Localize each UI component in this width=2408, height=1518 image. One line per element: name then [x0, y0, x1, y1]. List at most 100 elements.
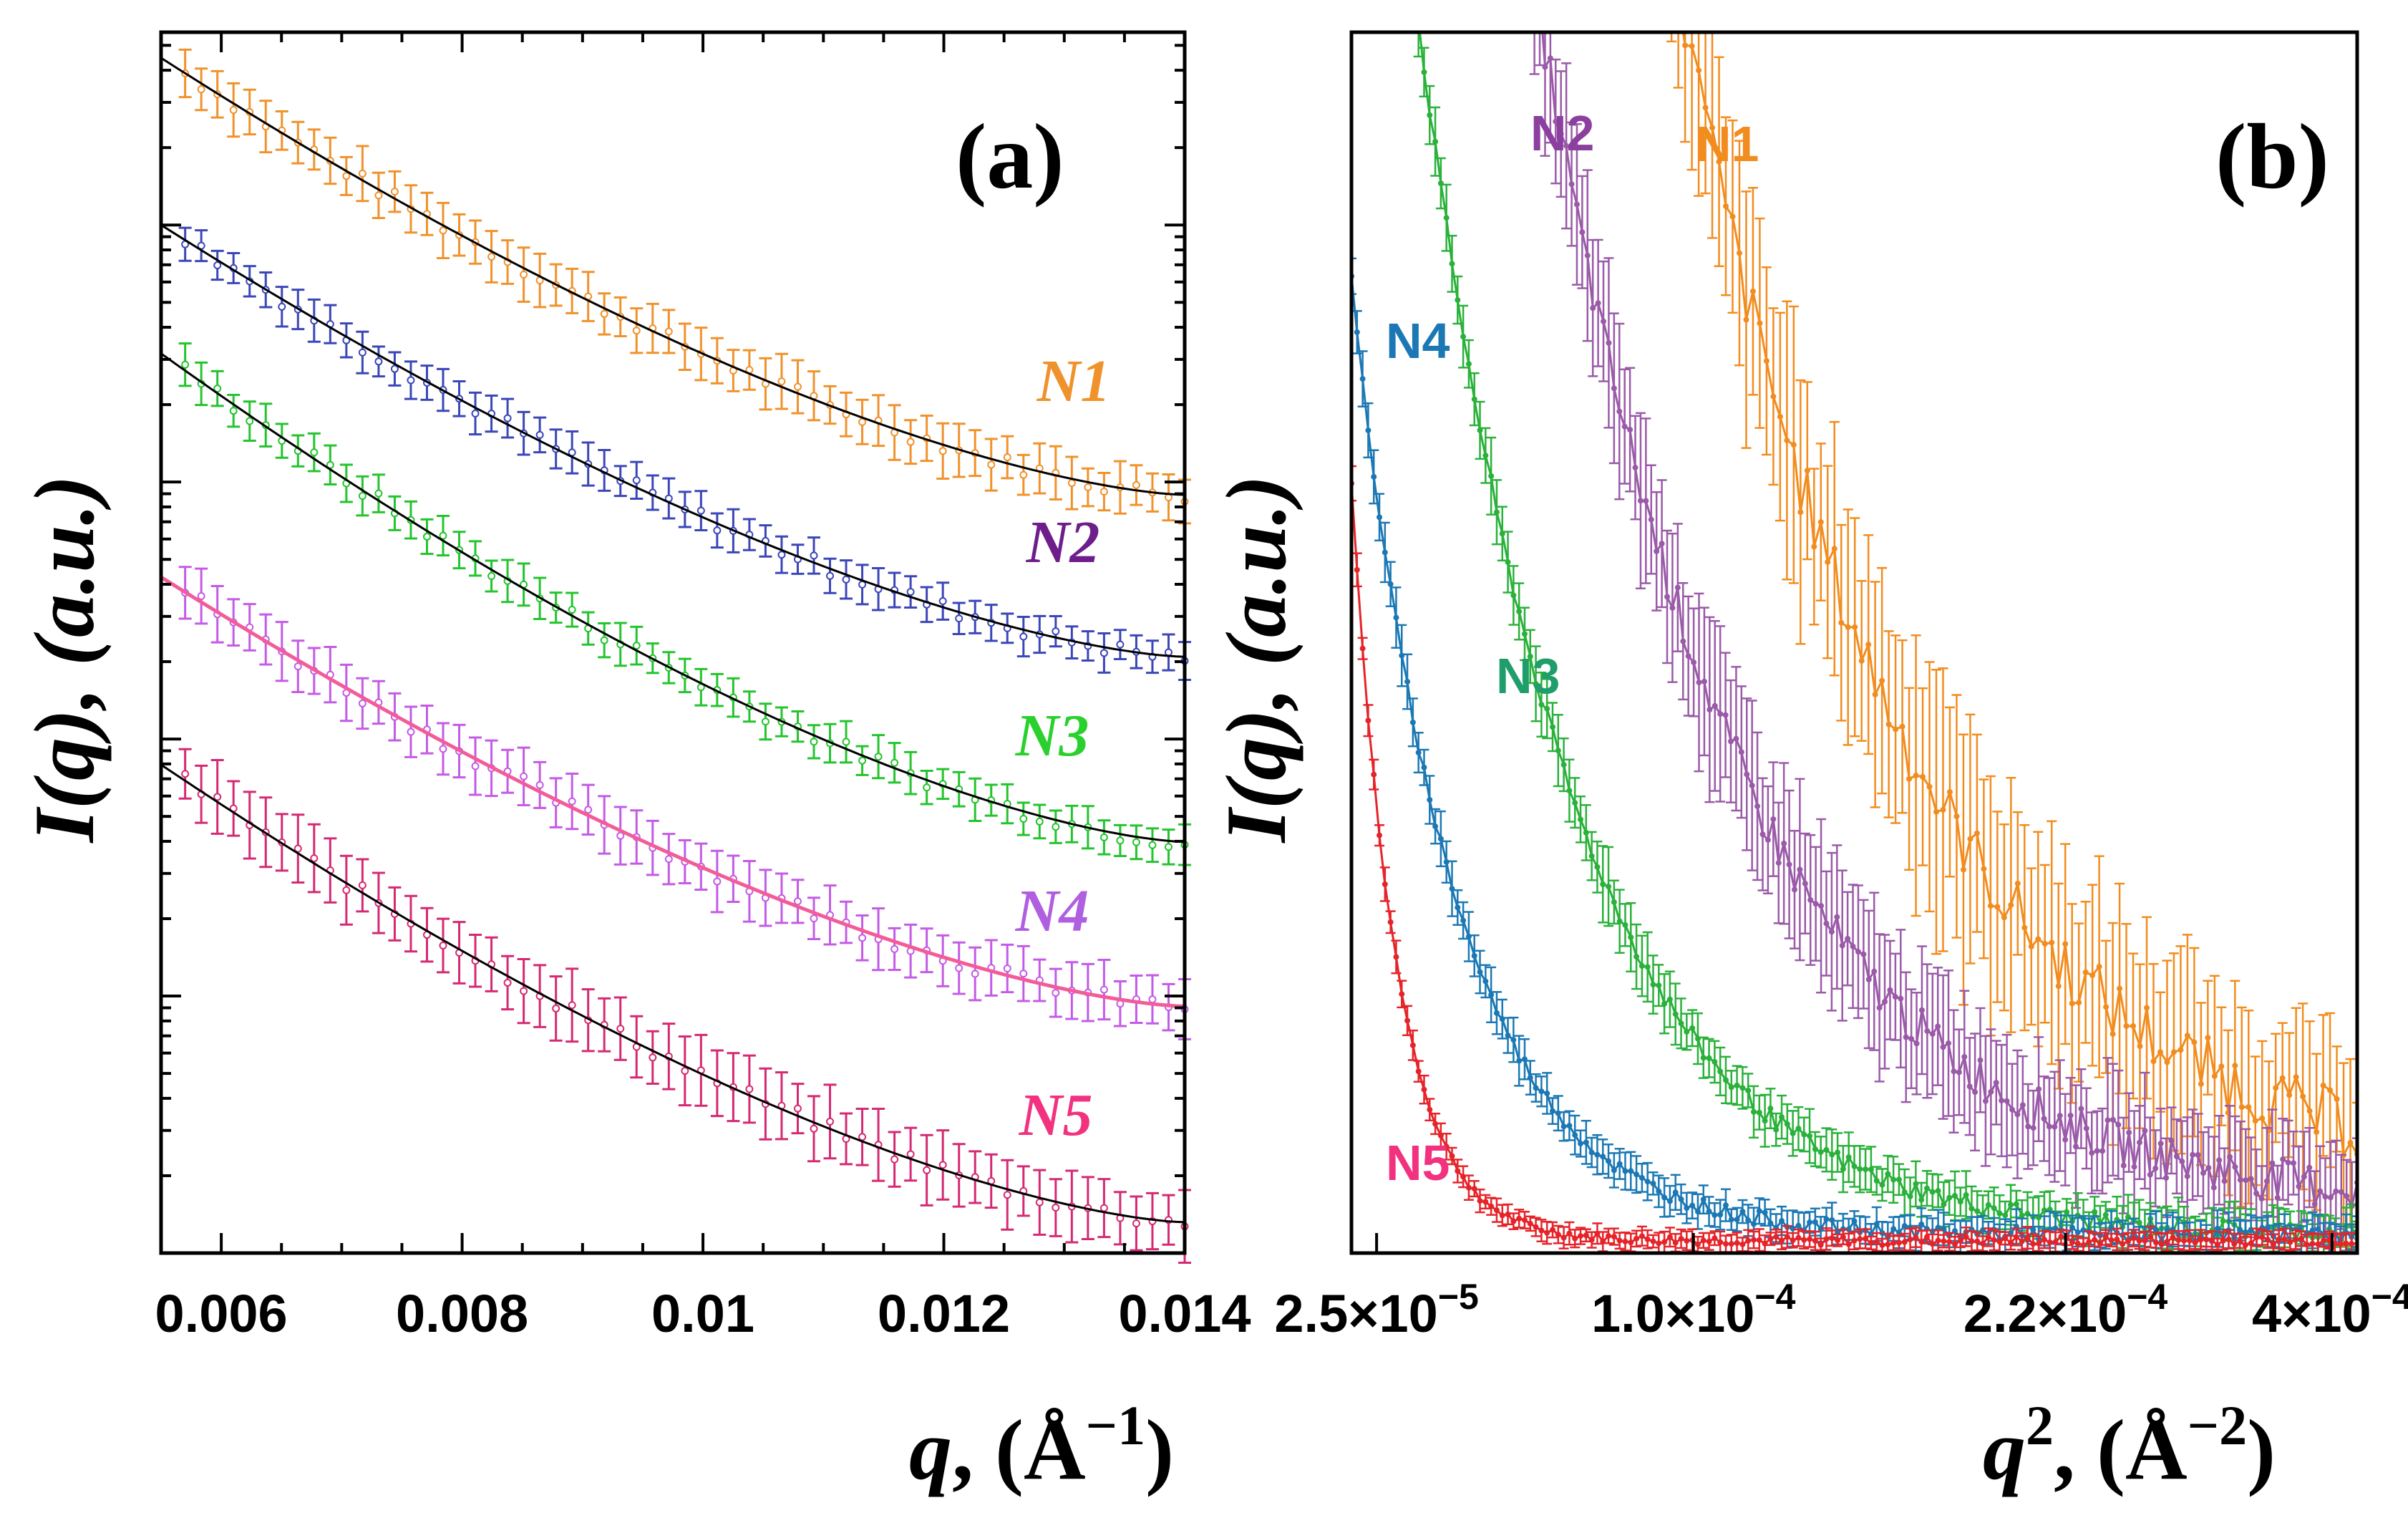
panel-a-data-point	[696, 506, 705, 515]
panel-a-x-axis-title: q, (Å−1)	[909, 1394, 1174, 1497]
panel-a-data-point	[358, 492, 366, 501]
panel-b-series-line	[1541, 32, 2357, 1209]
panel-a-data-point	[568, 606, 576, 614]
panel-a-data-point	[358, 881, 366, 889]
panel-a-data-point	[552, 1004, 560, 1012]
panel-a-data-point	[1099, 833, 1108, 841]
panel-a-data-point	[293, 662, 302, 671]
panel-a-data-point	[649, 1053, 657, 1062]
panel-a-data-point	[938, 597, 947, 606]
panel-a-data-point	[777, 377, 786, 386]
panel-b-x-tick-exponent: −4	[1754, 1277, 1795, 1317]
panel-b-x-tick-exponent: −5	[1438, 1277, 1479, 1317]
panel-a-data-point	[213, 385, 222, 393]
panel-b: 2.5×10−5 1.0×10−4 2.2×10−4 4×10−4N1N2N3N4N5…	[1208, 18, 2408, 1497]
panel-a-data-point	[1019, 632, 1028, 641]
panel-a-data-point	[471, 762, 480, 770]
panel-a-data-point	[874, 753, 883, 761]
panel-b-series-N5	[1351, 465, 2357, 1253]
panel-b-series-N4	[1351, 257, 2357, 1253]
panel-a-data-point	[1084, 483, 1092, 492]
panel-a-data-point	[358, 348, 366, 357]
panel-a-data-point	[293, 844, 302, 853]
panel-b-x-tick-mantissa: 1.0×10	[1591, 1284, 1754, 1343]
panel-a-data-point	[1052, 627, 1060, 636]
panel-b-x-axis-unit: , (Å	[2054, 1402, 2188, 1497]
panel-b-series-line	[1351, 483, 2357, 1247]
panel-b-x-axis-q-exponent: 2	[2026, 1394, 2054, 1456]
panel-a-data-point	[938, 447, 947, 455]
panel-a-data-point	[342, 886, 351, 894]
panel-a-data-point	[407, 376, 415, 385]
panel-a-data-point	[1099, 488, 1108, 496]
panel-a-data-point	[1003, 453, 1011, 462]
panel-a-data-point	[1164, 648, 1173, 657]
panel-b-x-tick-label: 1.0×10−4	[1591, 1277, 1796, 1343]
panel-a-label: (a)	[956, 105, 1064, 208]
panel-b-series-label: N1	[1695, 116, 1759, 172]
panel-a-data-point	[1035, 1198, 1044, 1207]
panel-a-data-point	[906, 588, 915, 596]
panel-a-series-N1: N1	[160, 48, 1191, 525]
panel-b-data-point	[1416, 18, 1422, 24]
panel-b-x-axis-exponent: −2	[2188, 1394, 2247, 1456]
panel-a-data-point	[923, 1166, 931, 1174]
panel-a-x-axis-exponent: −1	[1086, 1394, 1145, 1456]
panel-a-data-point	[890, 944, 899, 953]
panel-a-data-point	[439, 745, 447, 753]
panel-a-y-axis-title: I(q), (a.u.)	[16, 475, 112, 843]
panel-b-y-axis-title: I(q), (a.u.)	[1208, 475, 1303, 843]
panel-a-data-point	[568, 1001, 576, 1010]
panel-a-data-point	[584, 806, 593, 814]
panel-b-series-line	[1681, 32, 2357, 1159]
panel-a-data-point	[471, 410, 480, 418]
panel-b-label: (b)	[2215, 105, 2329, 208]
panel-a-series-N3: N3	[160, 342, 1191, 866]
panel-a-data-point	[342, 172, 351, 180]
panel-a-data-point	[535, 780, 544, 789]
panel-a-data-point	[632, 642, 641, 650]
panel-a-data-point	[422, 532, 431, 541]
panel-a-data-point	[374, 191, 383, 200]
panel-a-data-point	[374, 357, 383, 366]
panel-a-data-point	[1148, 841, 1157, 849]
panel-a-series-N4: N4	[160, 566, 1191, 1040]
panel-a-data-point	[858, 1133, 867, 1141]
panel-a-data-point	[810, 738, 818, 746]
panel-a-data-point	[826, 571, 835, 580]
panel-a-data-point	[858, 934, 867, 942]
panel-a-data-point	[310, 854, 319, 863]
panel-b-plot-frame	[1349, 30, 2359, 1255]
panel-a-data-point	[616, 1025, 625, 1033]
panel-a-data-point	[503, 414, 512, 422]
panel-a-data-point	[810, 551, 818, 560]
panel-a-x-axis-close: )	[1145, 1402, 1174, 1497]
panel-a-data-point	[1052, 989, 1060, 997]
panel-a-data-point	[326, 460, 334, 469]
panel-a-data-point	[1132, 1219, 1140, 1228]
panel-a-data-point	[197, 85, 205, 94]
panel-a-data-point	[858, 756, 867, 765]
panel-a-x-tick-label: 0.006	[155, 1284, 288, 1343]
panel-a-data-point	[407, 727, 415, 736]
panel-a-data-point	[1164, 843, 1173, 851]
panel-a-data-point	[1019, 470, 1028, 479]
panel-a-data-point	[1003, 1191, 1011, 1199]
panel-a-data-point	[890, 1155, 899, 1164]
panel-a-data-point	[1019, 970, 1028, 978]
panel-a-data-point	[1003, 965, 1011, 973]
panel-a-series-label: N5	[1019, 1082, 1093, 1149]
panel-b-series-label: N4	[1386, 313, 1450, 369]
panel-a-data-point	[793, 897, 802, 906]
panel-a-data-point	[390, 188, 399, 196]
panel-a-data-point	[745, 1085, 754, 1093]
panel-a-data-point	[213, 261, 222, 270]
panel-a-x-axis-q: q	[909, 1402, 952, 1497]
panel-a-data-point	[1035, 817, 1044, 826]
panel-a-data-point	[197, 592, 205, 601]
panel-a-data-point	[842, 575, 850, 584]
panel-a-series-layer: N1 N2 N3 N4 N5	[160, 48, 1191, 1265]
panel-a-data-point	[713, 877, 722, 886]
panel-a-data-point	[374, 489, 383, 498]
panel-b-series-layer	[1351, 18, 2357, 1253]
